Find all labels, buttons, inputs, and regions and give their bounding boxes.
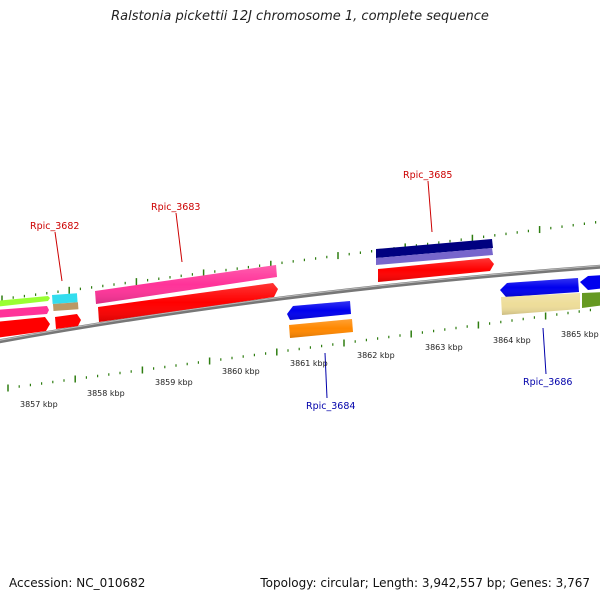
leader-rpic-3686 bbox=[542, 327, 547, 375]
leader-rpic-3685 bbox=[427, 180, 433, 233]
chromosome-backbone-highlight bbox=[0, 265, 600, 341]
scale-label: 3863 kbp bbox=[425, 343, 463, 352]
scale-label: 3857 kbp bbox=[20, 400, 58, 409]
leader-rpic-3683 bbox=[175, 212, 183, 263]
chromosome-backbone bbox=[0, 264, 600, 344]
gene-label-rpic-3685[interactable]: Rpic_3685 bbox=[403, 170, 452, 181]
scale-labels: 3857 kbp 3858 kbp 3859 kbp 3860 kbp 3861… bbox=[20, 330, 599, 409]
label-leaders bbox=[54, 180, 547, 399]
feature-fwd-1[interactable] bbox=[0, 296, 50, 307]
scale-label: 3865 kbp bbox=[561, 330, 599, 339]
inner-tick-ring bbox=[7, 308, 592, 392]
leader-rpic-3684 bbox=[324, 352, 328, 399]
feature-rpic-3685-b[interactable] bbox=[376, 248, 493, 265]
feature-fwd-3[interactable] bbox=[0, 317, 50, 338]
scale-label: 3858 kbp bbox=[87, 389, 125, 398]
leader-rpic-3682 bbox=[54, 231, 63, 282]
scale-label: 3862 kbp bbox=[357, 351, 395, 360]
scale-label: 3861 kbp bbox=[290, 359, 328, 368]
feature-rpic-3686-b[interactable] bbox=[580, 275, 600, 290]
feature-fwd-4[interactable] bbox=[52, 293, 78, 304]
gene-label-rpic-3682[interactable]: Rpic_3682 bbox=[30, 221, 79, 232]
gene-label-rpic-3684[interactable]: Rpic_3684 bbox=[306, 401, 355, 412]
feature-fwd-6[interactable] bbox=[55, 314, 81, 329]
gene-label-rpic-3686[interactable]: Rpic_3686 bbox=[523, 377, 572, 388]
scale-label: 3859 kbp bbox=[155, 378, 193, 387]
accession-text: Accession: NC_010682 bbox=[9, 576, 146, 590]
scale-label: 3864 kbp bbox=[493, 336, 531, 345]
feature-shading bbox=[95, 258, 580, 338]
feature-rpic-3685-a[interactable] bbox=[376, 239, 493, 258]
topology-summary: Topology: circular; Length: 3,942,557 bp… bbox=[260, 576, 590, 590]
gene-labels: Rpic_3682 Rpic_3683 Rpic_3684 Rpic_3685 … bbox=[30, 170, 572, 412]
feature-rpic-3686-d[interactable] bbox=[582, 292, 600, 308]
scale-label: 3860 kbp bbox=[222, 367, 260, 376]
feature-fwd-2[interactable] bbox=[0, 306, 49, 318]
gene-label-rpic-3683[interactable]: Rpic_3683 bbox=[151, 202, 200, 213]
map-title: Ralstonia pickettii 12J chromosome 1, co… bbox=[111, 9, 489, 24]
feature-fwd-5[interactable] bbox=[53, 302, 79, 311]
